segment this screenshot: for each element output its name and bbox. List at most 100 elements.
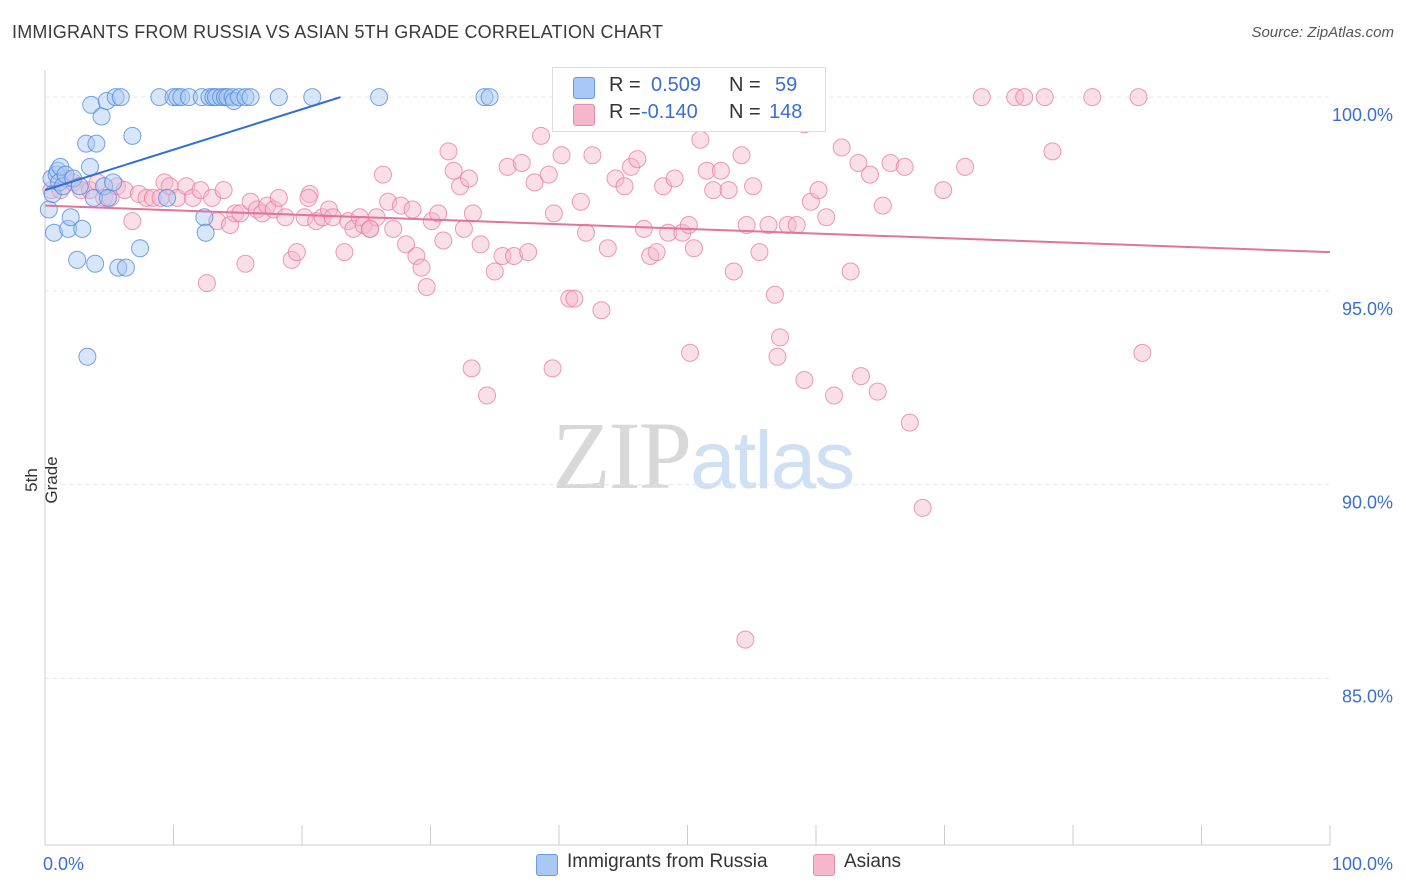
- trend-lines: [44, 96, 1331, 254]
- point-asians: [860, 165, 879, 184]
- grid-lines: [45, 96, 1330, 679]
- point-asians: [498, 157, 517, 176]
- point-asians: [750, 243, 769, 262]
- point-russia: [84, 188, 103, 207]
- point-asians: [1133, 343, 1152, 362]
- point-asians: [684, 239, 703, 258]
- point-asians: [478, 386, 497, 405]
- point-asians: [295, 208, 314, 227]
- point-asians: [768, 347, 787, 366]
- point-asians: [429, 204, 448, 223]
- point-asians: [412, 258, 431, 277]
- legend-r-label: R =: [609, 74, 641, 96]
- point-asians: [544, 204, 563, 223]
- point-asians: [407, 247, 426, 265]
- point-russia: [97, 92, 116, 110]
- point-asians: [765, 285, 784, 304]
- legend-swatch-russia: [573, 77, 595, 99]
- point-asians: [214, 181, 233, 200]
- point-asians: [512, 154, 531, 172]
- bottom-legend-label-asians: Asians: [844, 851, 902, 872]
- point-asians: [543, 359, 562, 378]
- point-asians: [824, 386, 843, 405]
- point-asians: [373, 165, 392, 184]
- point-asians: [299, 188, 318, 207]
- x-tick-label: 0.0%: [43, 854, 84, 874]
- point-russia: [104, 173, 123, 192]
- point-russia: [111, 88, 130, 107]
- point-asians: [197, 274, 216, 293]
- point-asians: [391, 196, 410, 215]
- point-asians: [1015, 88, 1034, 107]
- point-asians: [832, 138, 851, 157]
- zipatlas-watermark: ZIPatlas: [552, 400, 855, 511]
- point-asians: [532, 126, 551, 145]
- point-asians: [444, 161, 463, 180]
- point-russia: [158, 188, 177, 207]
- point-asians: [956, 157, 975, 176]
- legend-r-value: -0.140: [641, 101, 698, 123]
- point-asians: [873, 196, 892, 215]
- point-asians: [634, 219, 653, 238]
- point-asians: [485, 262, 504, 281]
- point-asians: [736, 630, 755, 649]
- point-russia: [109, 258, 128, 277]
- point-asians: [972, 88, 991, 107]
- point-asians: [565, 289, 584, 308]
- point-asians: [576, 223, 595, 242]
- point-asians: [628, 150, 647, 169]
- point-russia: [123, 126, 142, 145]
- point-asians: [691, 130, 710, 149]
- point-russia: [87, 134, 106, 153]
- point-asians: [417, 278, 436, 296]
- point-asians: [615, 177, 634, 196]
- point-asians: [868, 382, 887, 401]
- point-asians: [851, 367, 870, 386]
- point-asians: [471, 235, 490, 254]
- point-asians: [679, 216, 698, 234]
- point-asians: [463, 204, 482, 223]
- legend-r-label: R =: [609, 101, 641, 123]
- point-asians: [724, 262, 743, 281]
- point-asians: [719, 181, 738, 200]
- point-russia: [59, 219, 78, 238]
- point-asians: [895, 157, 914, 176]
- point-asians: [143, 188, 162, 207]
- point-russia: [195, 208, 214, 227]
- point-asians: [287, 243, 306, 262]
- point-russia: [269, 88, 288, 107]
- point-russia: [70, 177, 89, 196]
- y-tick-label: 100.0%: [1332, 105, 1393, 125]
- y-tick-label: 95.0%: [1342, 299, 1393, 319]
- point-russia: [78, 347, 97, 366]
- point-russia: [172, 88, 191, 107]
- point-asians: [592, 301, 611, 320]
- point-asians: [647, 243, 666, 262]
- point-asians: [1129, 88, 1148, 107]
- point-russia: [241, 88, 260, 107]
- point-asians: [704, 181, 723, 200]
- point-asians: [841, 262, 860, 281]
- y-tick-label: 85.0%: [1342, 686, 1393, 706]
- point-russia: [370, 88, 389, 107]
- trend-line-asians: [44, 204, 1331, 254]
- point-asians: [221, 216, 240, 234]
- point-asians: [809, 181, 828, 200]
- point-russia: [68, 250, 87, 269]
- point-asians: [759, 216, 778, 234]
- point-asians: [665, 169, 684, 188]
- point-russia: [80, 157, 99, 176]
- point-asians: [732, 146, 751, 165]
- legend-swatch-asians: [573, 104, 595, 126]
- y-axis-label: 5th Grade: [22, 456, 61, 504]
- point-asians: [397, 235, 416, 254]
- point-russia: [150, 88, 169, 107]
- point-asians: [849, 154, 868, 172]
- point-asians: [571, 192, 590, 211]
- point-asians: [1035, 88, 1054, 107]
- point-asians: [361, 219, 380, 238]
- point-asians: [771, 328, 790, 347]
- point-russia: [39, 200, 58, 219]
- point-russia: [106, 88, 125, 107]
